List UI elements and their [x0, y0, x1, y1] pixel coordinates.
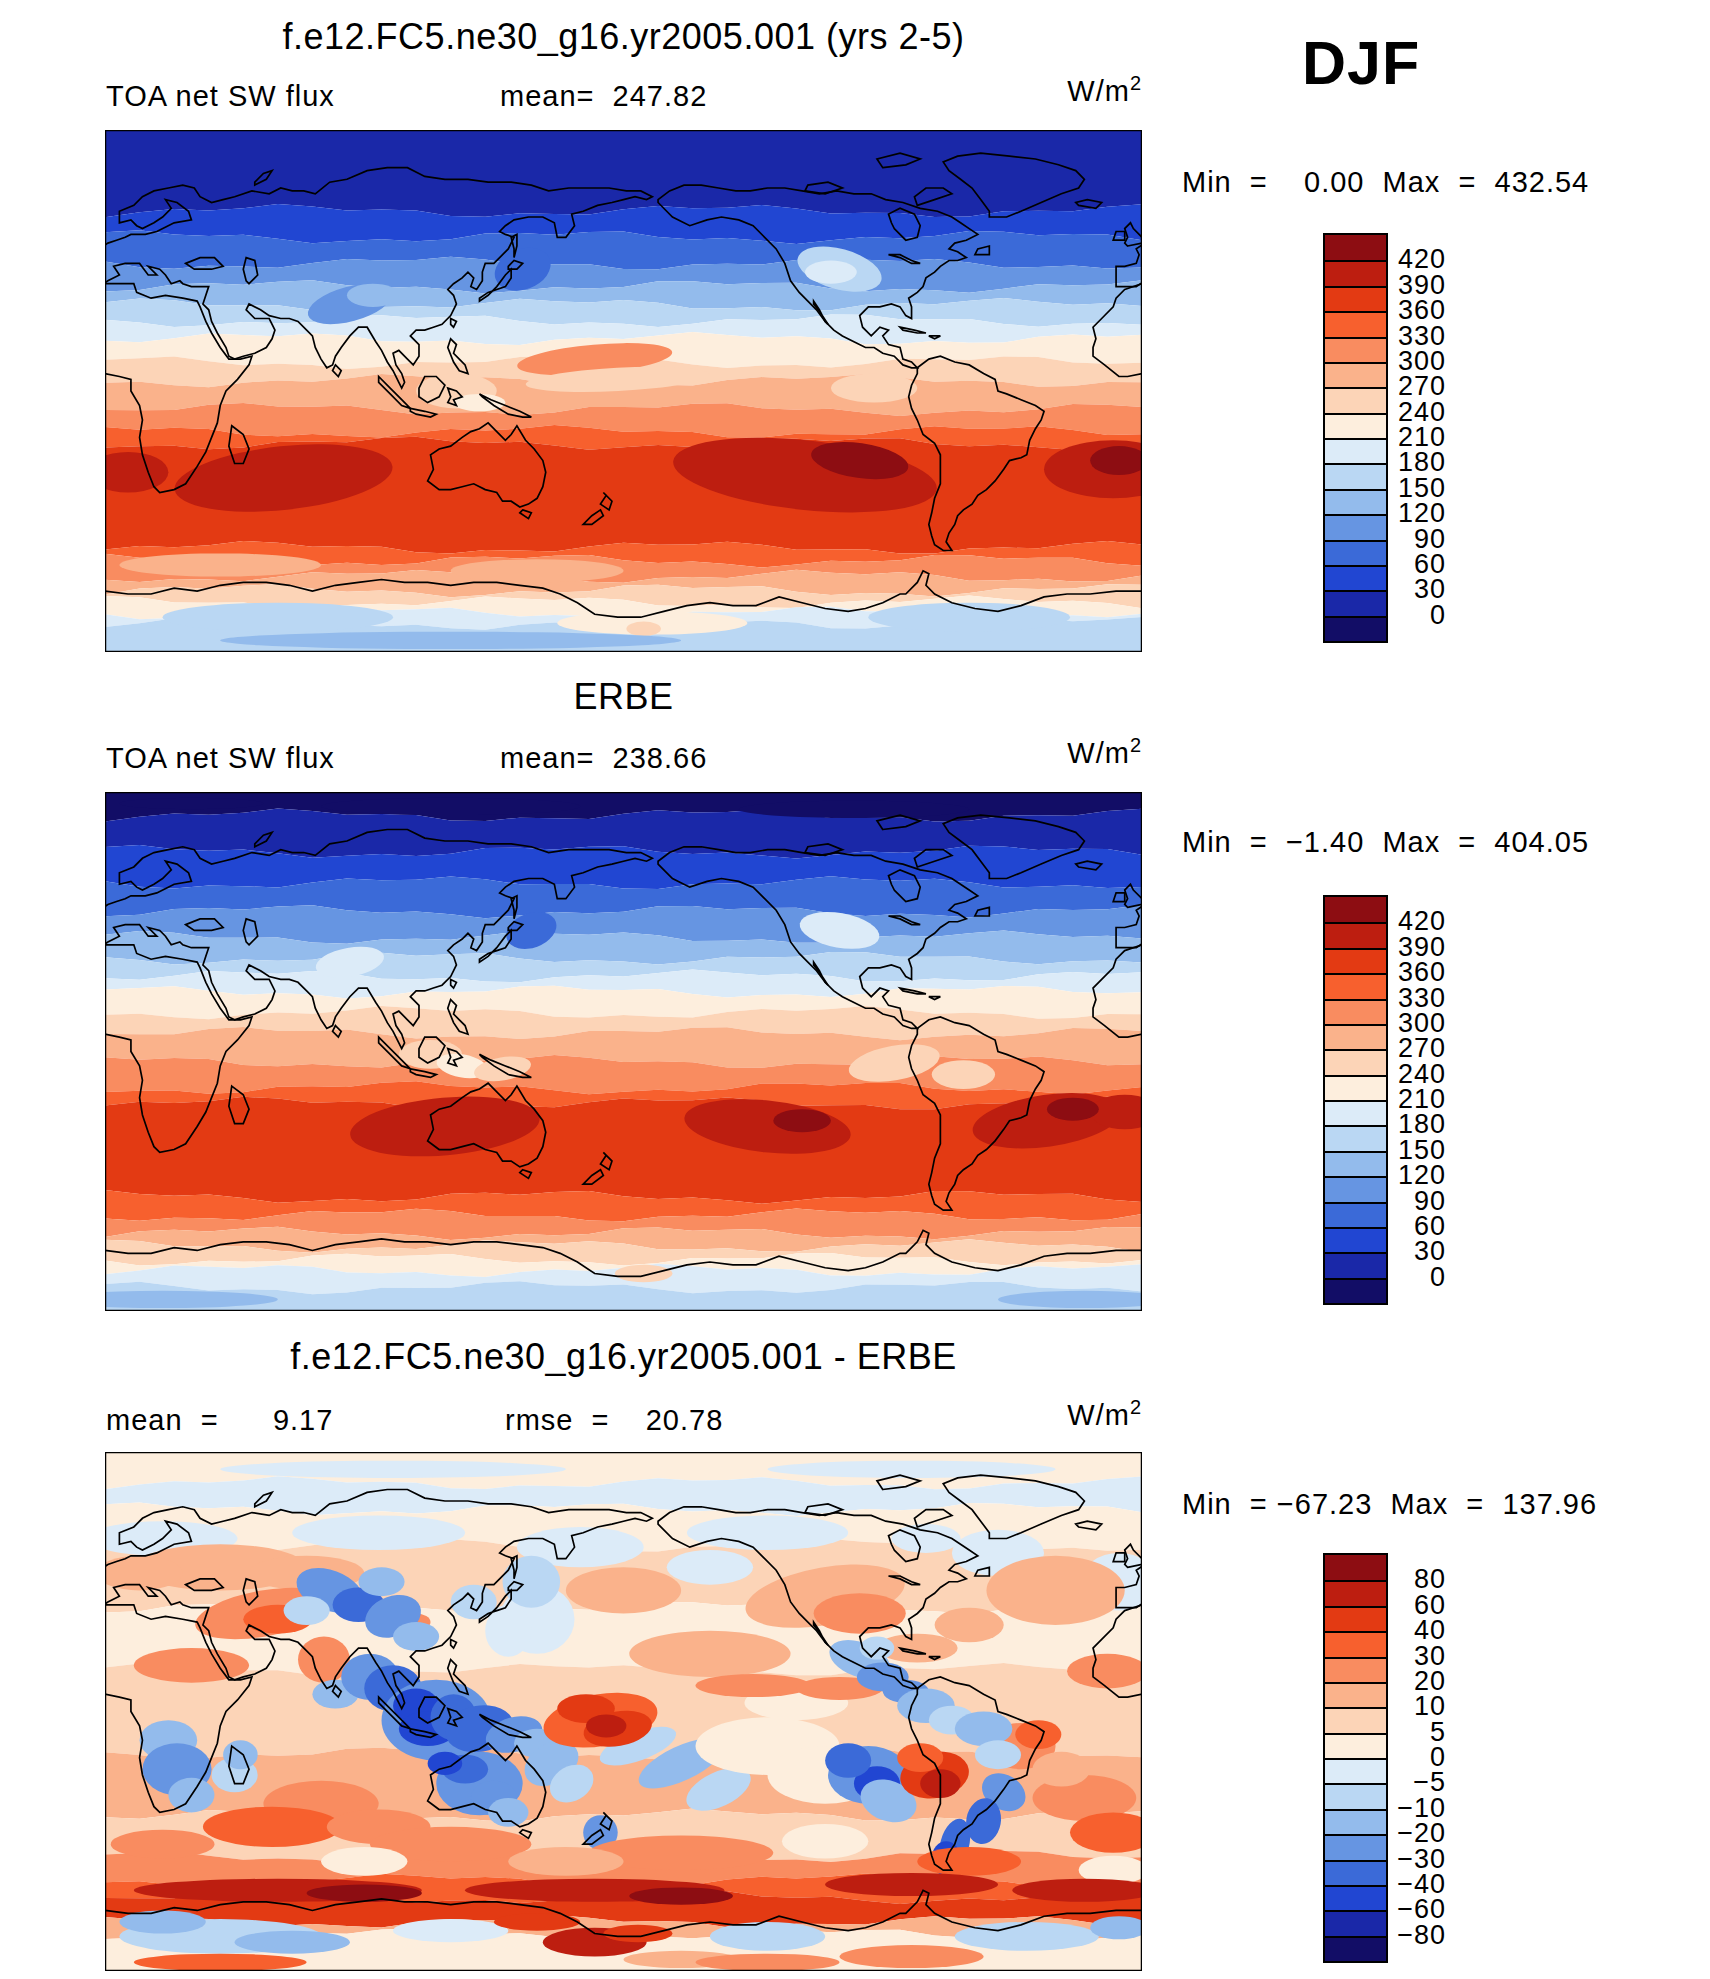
map-diff [105, 1452, 1142, 1971]
panel2-title: ERBE [105, 676, 1142, 718]
panel2-field-label: TOA net SW flux [106, 742, 335, 775]
panel2-colorbar: 4203903603303002702402101801501209060300 [1323, 895, 1523, 1305]
panel1-units: W/m2 [1067, 72, 1142, 108]
panel1-mean: mean= 247.82 [500, 80, 707, 113]
colorbar-tick-label: 0 [1343, 600, 1446, 631]
panel3-units: W/m2 [1067, 1396, 1142, 1432]
panel1-field-label: TOA net SW flux [106, 80, 335, 113]
panel3-mean: mean = 9.17 [106, 1404, 333, 1437]
panel3-minmax: Min = −67.23 Max = 137.96 [1182, 1488, 1597, 1521]
map-model [105, 130, 1142, 652]
panel1-colorbar: 4203903603303002702402101801501209060300 [1323, 233, 1523, 643]
panel3-colorbar: 80604030201050−5−10−20−30−40−60−80 [1323, 1553, 1523, 1963]
panel3-rmse: rmse = 20.78 [505, 1404, 723, 1437]
panel3-title: f.e12.FC5.ne30_g16.yr2005.001 - ERBE [105, 1336, 1142, 1378]
map-obs [105, 792, 1142, 1311]
panel2-units: W/m2 [1067, 734, 1142, 770]
panel1-minmax: Min = 0.00 Max = 432.54 [1182, 166, 1589, 199]
colorbar-tick-label: −80 [1343, 1920, 1446, 1951]
colorbar-tick-label: 0 [1343, 1262, 1446, 1293]
panel2-minmax: Min = −1.40 Max = 404.05 [1182, 826, 1589, 859]
season-label: DJF [1302, 28, 1420, 98]
panel1-title: f.e12.FC5.ne30_g16.yr2005.001 (yrs 2-5) [105, 16, 1142, 58]
panel2-mean: mean= 238.66 [500, 742, 707, 775]
